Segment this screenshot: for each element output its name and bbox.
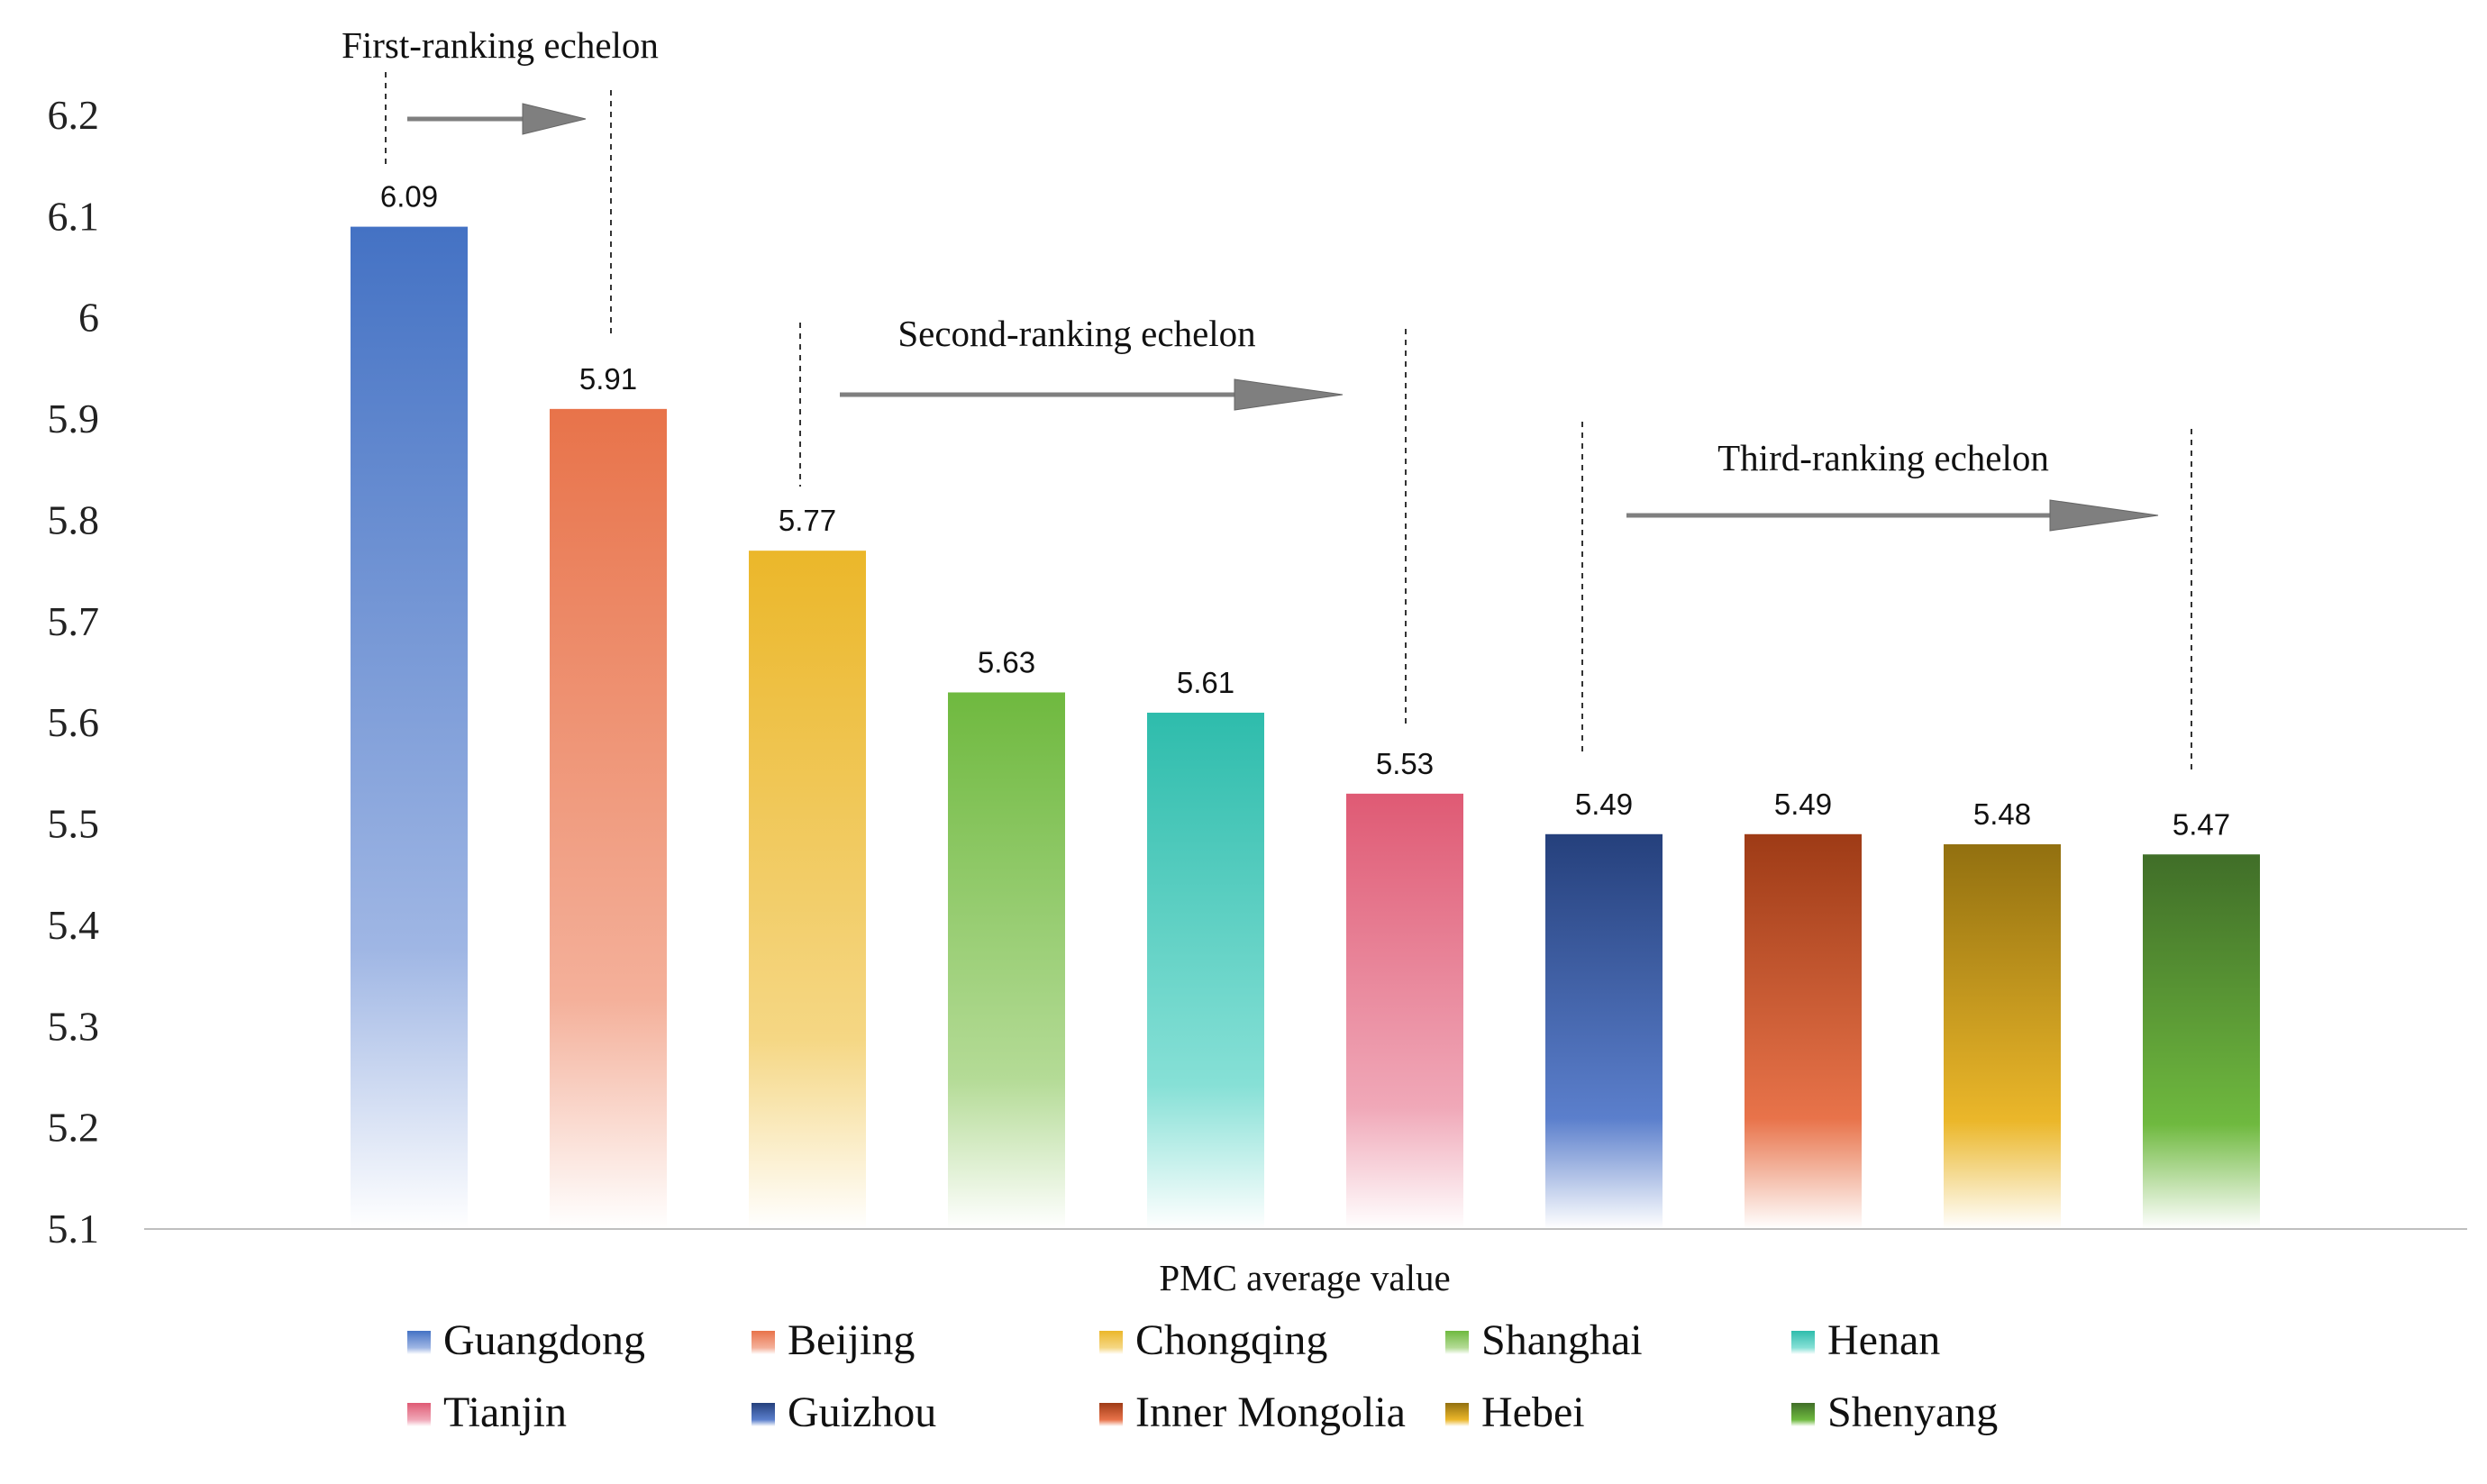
echelon-label: Second-ranking echelon bbox=[897, 313, 1255, 354]
value-label: 5.53 bbox=[1376, 747, 1434, 780]
value-label: 5.61 bbox=[1177, 666, 1234, 699]
legend-label: Chongqing bbox=[1135, 1316, 1327, 1364]
legend-swatch bbox=[1445, 1331, 1469, 1354]
echelon-label: First-ranking echelon bbox=[342, 24, 659, 66]
y-tick-label: 5.9 bbox=[48, 396, 100, 442]
legend-label: Guangdong bbox=[443, 1316, 645, 1364]
bar bbox=[1346, 793, 1463, 1229]
legend-item: Chongqing bbox=[1099, 1316, 1327, 1364]
echelon-annotations: First-ranking echelon Second-ranking eche… bbox=[342, 24, 2192, 773]
bar bbox=[749, 551, 866, 1229]
y-axis: 5.1 5.2 5.3 5.4 5.5 5.6 5.7 5.8 5.9 6 6.1 6.2 bbox=[48, 92, 100, 1252]
value-label: 5.63 bbox=[978, 645, 1035, 678]
value-labels: 6.09 5.91 5.77 5.63 5.61 5.53 5.49 5.49 5.48 5.47 bbox=[380, 180, 2230, 842]
legend-swatch bbox=[1099, 1403, 1123, 1426]
y-tick-label: 5.7 bbox=[48, 598, 100, 644]
legend-label: Guizhou bbox=[788, 1388, 936, 1436]
value-label: 5.49 bbox=[1774, 788, 1832, 821]
legend-item: Henan bbox=[1791, 1316, 1940, 1364]
legend-item: Hebei bbox=[1445, 1388, 1585, 1436]
y-tick-label: 5.5 bbox=[48, 801, 100, 847]
y-tick-label: 6 bbox=[78, 295, 99, 341]
legend-swatch bbox=[407, 1331, 431, 1354]
bar bbox=[1147, 712, 1264, 1229]
y-tick-label: 5.4 bbox=[48, 902, 100, 948]
legend-swatch bbox=[1791, 1331, 1815, 1354]
echelon-arrow-head bbox=[1234, 378, 1344, 411]
legend-label: Shenyang bbox=[1827, 1388, 1998, 1436]
legend-label: Tianjin bbox=[443, 1388, 567, 1436]
legend-item: Inner Mongolia bbox=[1099, 1388, 1406, 1436]
legend-label: Shanghai bbox=[1481, 1316, 1643, 1364]
bars bbox=[351, 226, 2260, 1230]
y-tick-label: 5.6 bbox=[48, 699, 100, 745]
legend-swatch bbox=[1445, 1403, 1469, 1426]
y-tick-label: 5.2 bbox=[48, 1105, 100, 1151]
legend-item: Beijing bbox=[752, 1316, 915, 1364]
value-label: 5.49 bbox=[1575, 788, 1633, 821]
echelon-arrow-head bbox=[2049, 499, 2159, 532]
legend-item: Guizhou bbox=[752, 1388, 936, 1436]
value-label: 5.47 bbox=[2173, 807, 2230, 841]
legend-item: Tianjin bbox=[407, 1388, 567, 1436]
legend-label: Henan bbox=[1827, 1316, 1940, 1364]
legend-swatch bbox=[752, 1403, 775, 1426]
y-tick-label: 5.1 bbox=[48, 1206, 100, 1252]
bar bbox=[1745, 833, 1862, 1229]
x-axis-title: PMC average value bbox=[1159, 1257, 1450, 1298]
legend-label: Inner Mongolia bbox=[1135, 1388, 1406, 1436]
legend-label: Hebei bbox=[1481, 1388, 1585, 1436]
legend-label: Beijing bbox=[788, 1316, 915, 1364]
bar bbox=[351, 226, 468, 1230]
y-tick-label: 6.2 bbox=[48, 92, 100, 138]
y-tick-label: 5.8 bbox=[48, 496, 100, 542]
echelon-arrow-head bbox=[522, 103, 587, 135]
value-label: 6.09 bbox=[380, 180, 438, 214]
bar bbox=[1545, 833, 1663, 1229]
legend-swatch bbox=[1791, 1403, 1815, 1426]
bar bbox=[948, 692, 1065, 1229]
value-label: 5.91 bbox=[579, 362, 637, 396]
legend-swatch bbox=[1099, 1331, 1123, 1354]
value-label: 5.77 bbox=[779, 504, 836, 537]
y-tick-label: 5.3 bbox=[48, 1003, 100, 1049]
legend-swatch bbox=[407, 1403, 431, 1426]
legend-item: Guangdong bbox=[407, 1316, 645, 1364]
bar bbox=[2143, 854, 2260, 1229]
legend-item: Shanghai bbox=[1445, 1316, 1643, 1364]
echelon-label: Third-ranking echelon bbox=[1717, 437, 2049, 478]
legend-item: Shenyang bbox=[1791, 1388, 1998, 1436]
value-label: 5.48 bbox=[1973, 797, 2031, 831]
bar bbox=[1944, 844, 2061, 1229]
legend: Guangdong Beijing Chongqing Shanghai Henan Ti… bbox=[407, 1316, 1998, 1436]
legend-swatch bbox=[752, 1331, 775, 1354]
bar bbox=[550, 408, 667, 1229]
y-tick-label: 6.1 bbox=[48, 193, 100, 239]
